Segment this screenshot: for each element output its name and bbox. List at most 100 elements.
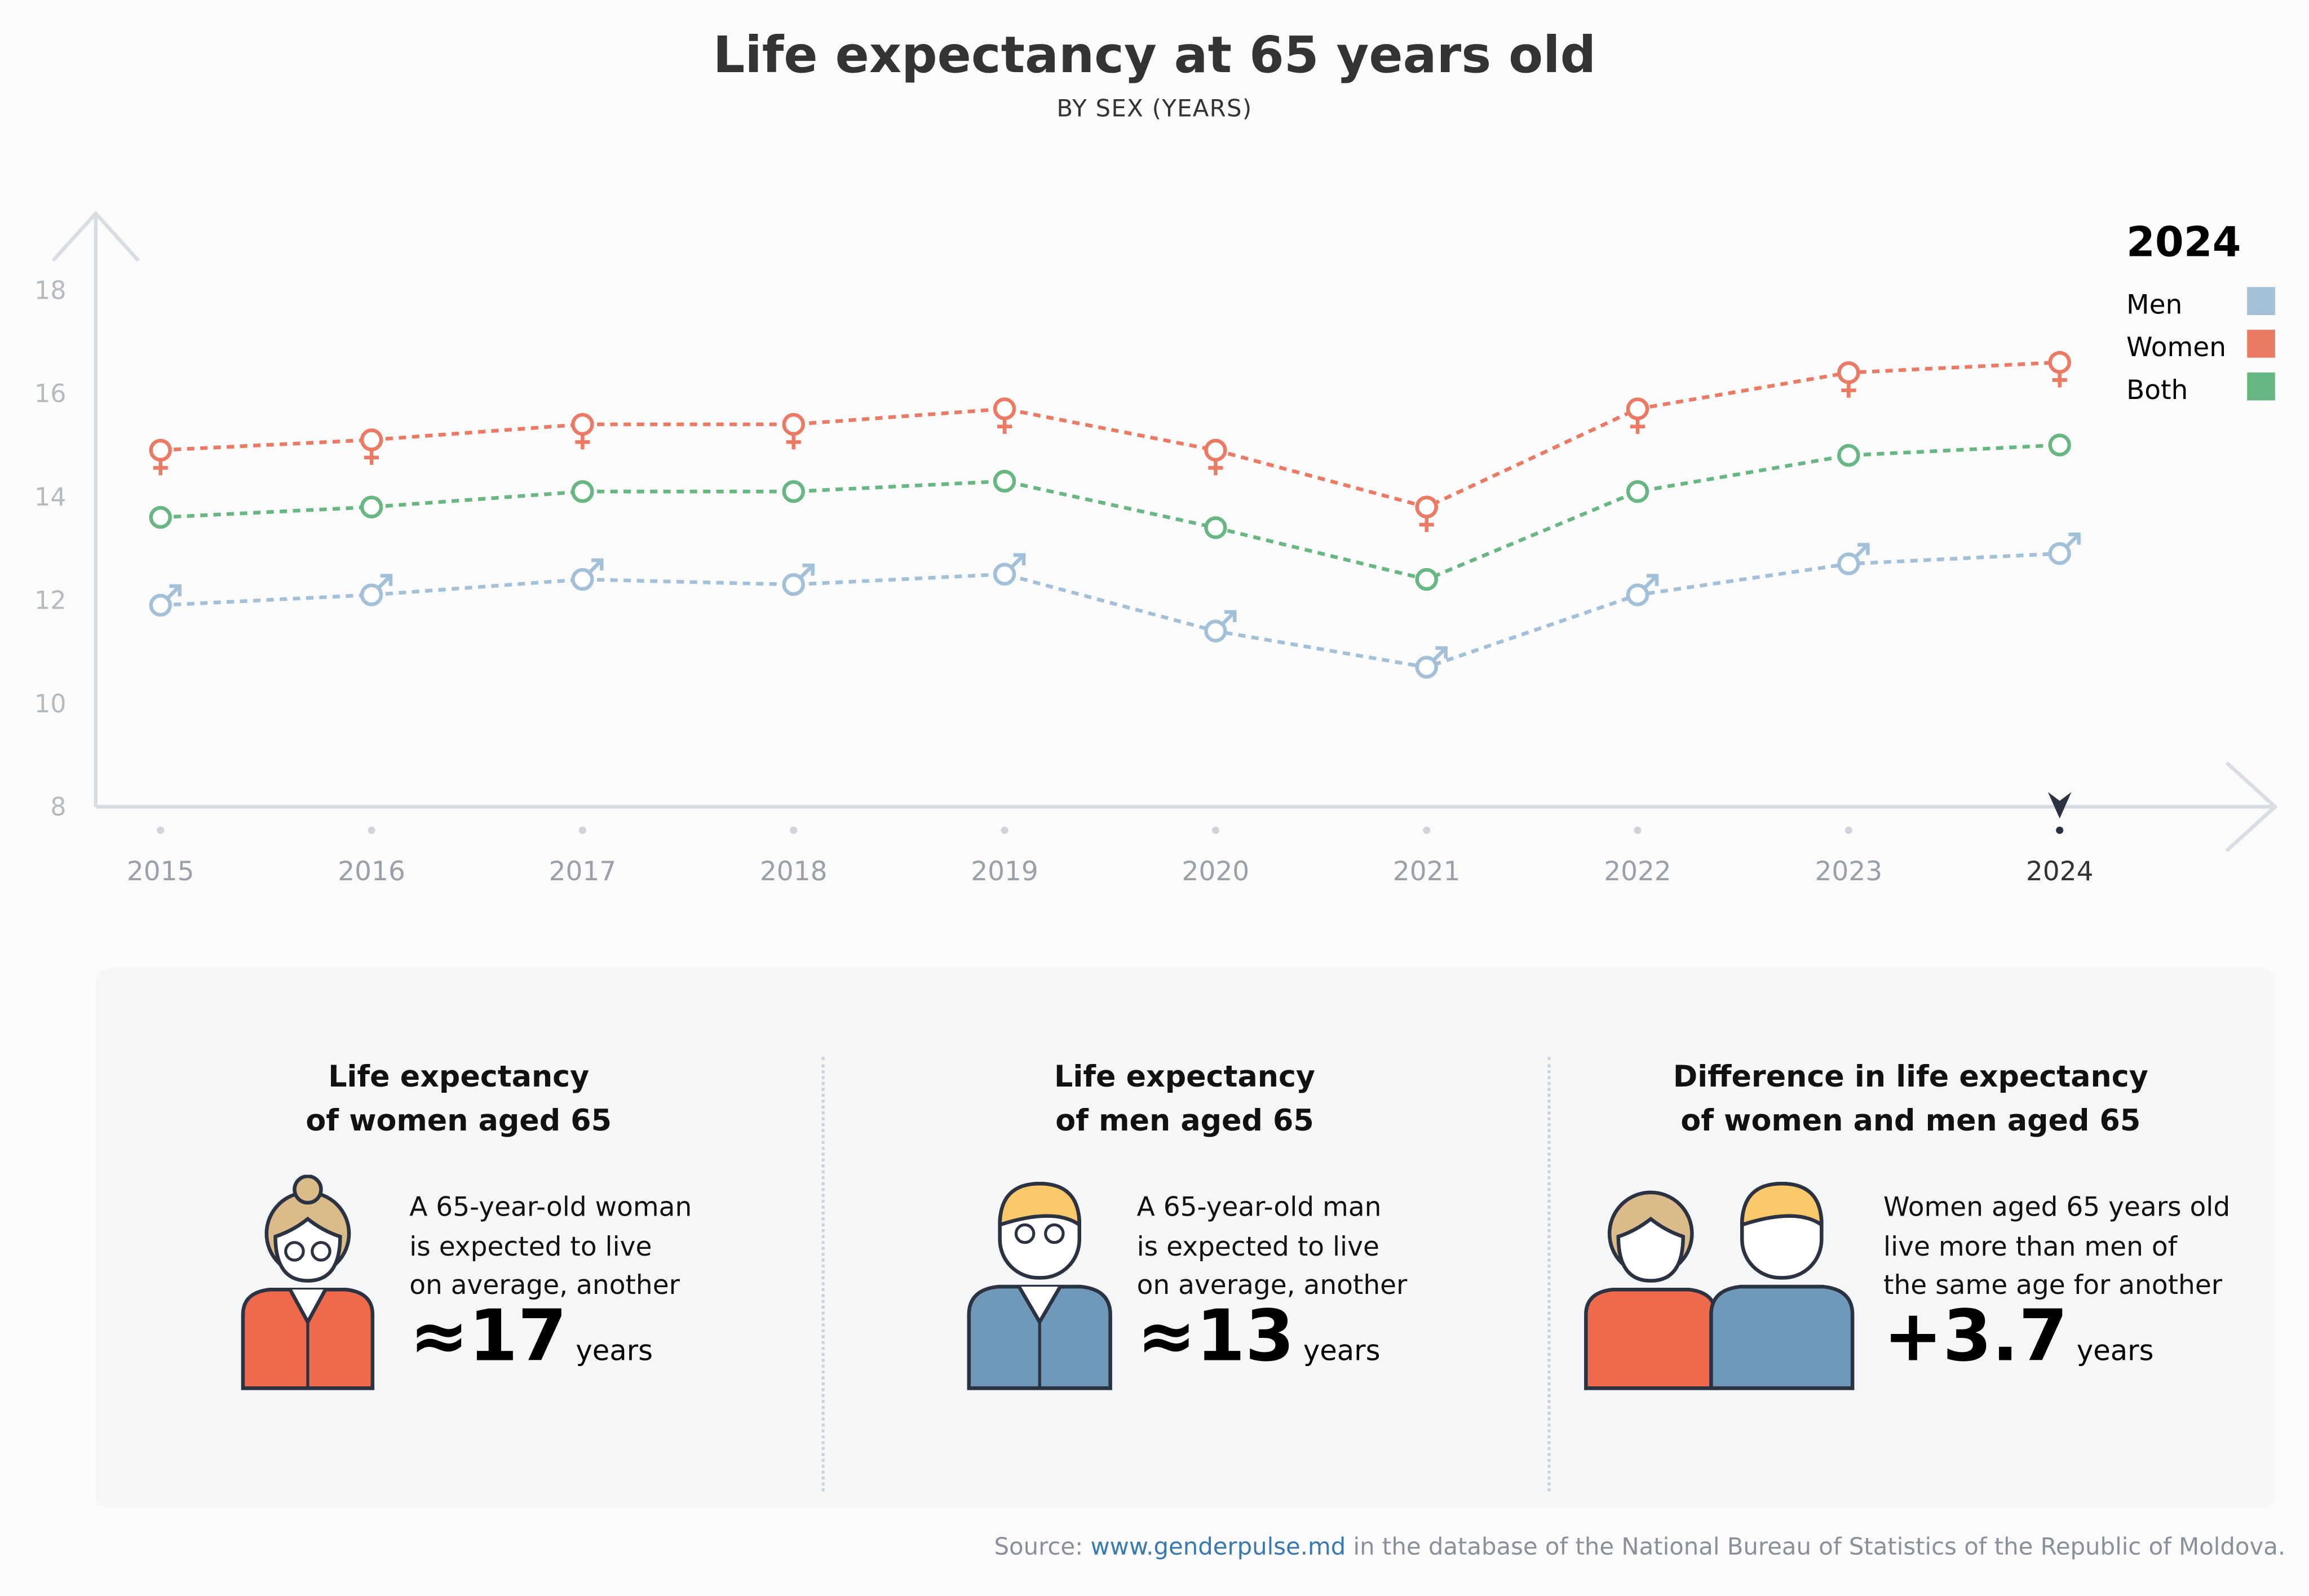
value-unit: years [2076,1335,2154,1368]
female-symbol-icon [1630,418,1646,434]
data-point-men [360,583,383,606]
male-symbol-icon [377,574,393,590]
source-prefix: Source: [994,1532,1091,1560]
x-tick-dot [1001,826,1008,834]
woman-and-man-icon [1584,1181,1855,1390]
x-tick-label: 2019 [971,856,1038,887]
value-number: ≈13 [1136,1295,1295,1378]
value-number: +3.7 [1883,1295,2068,1378]
data-point-both [360,495,383,518]
value-unit: years [1303,1335,1381,1368]
data-point-women [571,413,594,436]
source-link[interactable]: www.genderpulse.md [1090,1532,1346,1560]
legend-label: Women [2126,332,2226,363]
data-point-men [782,573,805,596]
card-value: ≈13 years [1137,1296,1381,1378]
desc-line: on average, another [409,1270,680,1302]
x-tick-label: 2015 [127,856,194,887]
data-point-both [1837,444,1860,467]
desc-line: is expected to live [1136,1231,1379,1262]
female-symbol-icon [364,449,379,465]
desc-line: Women aged 65 years old [1883,1192,2231,1223]
male-symbol-icon [799,564,815,579]
data-point-both [1415,568,1438,591]
series-line-both [160,443,2060,582]
man-icon [967,1181,1112,1390]
data-point-men [571,568,594,591]
y-tick-label: 18 [34,276,67,305]
data-point-men [149,593,172,617]
data-point-women [1204,438,1227,462]
card-women: Life expectancy of women aged 65 A 65-yea… [96,969,822,1508]
female-symbol-icon [1419,516,1434,533]
data-point-both [1626,480,1649,503]
x-tick-dot [368,826,375,834]
card-title-line: Life expectancy [328,1058,590,1094]
x-tick-dot [1423,826,1431,834]
male-symbol-icon [587,558,604,574]
data-point-women [782,413,805,436]
data-point-women [360,428,383,451]
desc-line: A 65-year-old woman [409,1192,692,1223]
card-value: +3.7 years [1883,1296,2153,1378]
female-symbol-icon [575,433,590,450]
legend-label: Both [2126,375,2188,406]
female-symbol-icon [153,459,168,476]
x-tick-label: 2017 [549,856,617,887]
data-point-men [1837,552,1860,575]
data-point-both [2048,433,2071,456]
data-point-both [993,469,1016,493]
x-tick-label: 2021 [1393,856,1461,887]
female-symbol-icon [786,433,801,450]
x-tick-dot [1844,826,1852,834]
y-tick-label: 14 [34,483,67,512]
x-tick-dot [2056,826,2064,834]
data-point-both [149,506,172,529]
highlight-marker-icon [2047,792,2072,819]
x-tick-label: 2020 [1182,856,1250,887]
data-point-men [1204,619,1227,642]
legend-label: Men [2126,289,2182,320]
data-point-women [1837,361,1860,384]
male-symbol-icon [1643,574,1659,590]
x-tick-dot [1211,826,1219,834]
card-description: A 65-year-old woman is expected to live on… [409,1190,692,1307]
divider [1547,1057,1551,1492]
page-title: Life expectancy at 65 years old [713,26,1596,86]
y-tick-label: 12 [34,586,67,615]
data-point-women [2048,351,2071,374]
divider [821,1057,825,1492]
male-symbol-icon [1432,646,1448,662]
legend-title: 2024 [2126,219,2241,267]
x-tick-dot [157,826,165,834]
card-description: A 65-year-old man is expected to live on a… [1137,1190,1408,1307]
desc-line: on average, another [1136,1270,1408,1302]
data-point-both [1204,516,1227,539]
y-tick-label: 10 [34,690,67,719]
x-tick-label: 2016 [338,856,405,887]
female-symbol-icon [1208,459,1223,476]
card-title-line: of men aged 65 [1055,1102,1314,1138]
x-tick-dot [1634,826,1642,834]
male-symbol-icon [1220,610,1237,626]
data-point-women [1415,495,1438,518]
data-point-men [2048,542,2071,565]
data-point-women [1626,397,1649,420]
x-tick-dot [578,826,586,834]
data-point-women [993,397,1016,420]
page-subtitle: BY SEX (YEARS) [1056,94,1253,122]
card-title-line: of women aged 65 [306,1102,612,1138]
desc-line: the same age for another [1883,1270,2223,1302]
desc-line: A 65-year-old man [1136,1192,1382,1223]
male-symbol-icon [1854,543,1870,559]
card-title-line: of women and men aged 65 [1680,1102,2141,1138]
female-symbol-icon [997,418,1012,434]
data-point-both [571,480,594,503]
data-point-men [1626,583,1649,606]
value-number: ≈17 [409,1295,567,1378]
male-symbol-icon [166,584,182,600]
card-title: Life expectancy of men aged 65 [822,1054,1548,1142]
card-title: Difference in life expectancy of women an… [1547,1054,2273,1142]
female-symbol-icon [2052,371,2067,388]
